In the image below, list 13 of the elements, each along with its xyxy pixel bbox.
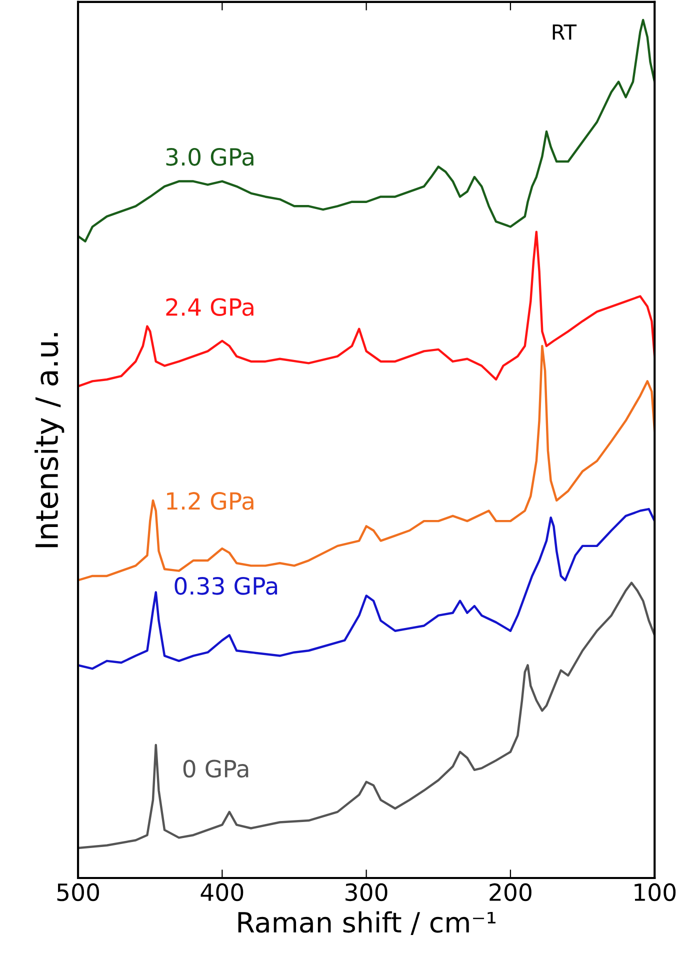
x-tick-label: 300: [346, 883, 388, 902]
series-label: 0 GPa: [183, 760, 248, 778]
series-label: 3.0 GPa: [166, 148, 254, 166]
series-label: 2.4 GPa: [166, 298, 254, 316]
annotation: RT: [552, 24, 577, 40]
series-label: 0.33 GPa: [174, 576, 278, 595]
x-tick-label: 200: [490, 883, 532, 902]
x-tick-label: 400: [200, 883, 244, 902]
x-tick-label: 100: [634, 883, 676, 902]
x-tick-label: 500: [57, 883, 99, 902]
series-label: 1.2 GPa: [167, 492, 254, 510]
y-axis-title: Intensity / a.u.: [34, 333, 64, 548]
x-axis-title: Raman shift / cm⁻¹: [238, 911, 496, 935]
